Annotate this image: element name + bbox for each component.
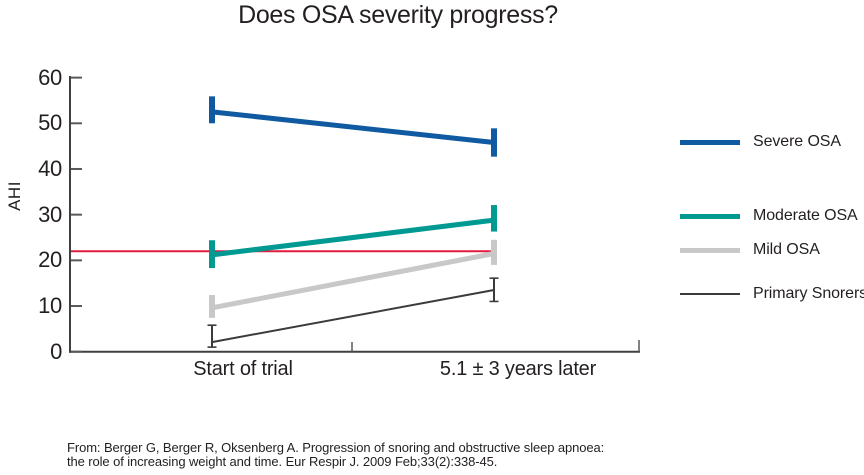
source-citation-line-1: From: Berger G, Berger R, Oksenberg A. P…: [67, 440, 605, 455]
legend-entry-severe-osa: Severe OSA: [680, 132, 841, 152]
chart-title: Does OSA severity progress?: [238, 1, 558, 29]
legend-line-severe-osa: [680, 139, 740, 145]
legend-line-mild-osa: [680, 247, 740, 253]
legend-entry-mild-osa: Mild OSA: [680, 240, 820, 260]
legend-label-mild-osa: Mild OSA: [753, 241, 820, 258]
y-tick-label: 10: [38, 293, 62, 319]
y-tick-label: 0: [50, 338, 62, 364]
legend-label-primary-snorers: Primary Snorers: [753, 285, 864, 302]
x-axis-label-years-later: 5.1 ± 3 years later: [439, 358, 597, 380]
y-tick-label: 30: [38, 201, 62, 227]
x-axis-label-start-of-trial: Start of trial: [193, 358, 293, 380]
y-tick-label: 20: [38, 247, 62, 273]
source-citation-line-2: the role of increasing weight and time. …: [67, 453, 498, 469]
series-line: [211, 251, 495, 311]
y-tick-label: 40: [38, 155, 62, 181]
legend-entry-primary-snorers: Primary Snorers: [680, 284, 864, 304]
legend-entry-moderate-osa: Moderate OSA: [680, 206, 858, 226]
series-line: [211, 217, 495, 258]
series-line: [211, 289, 495, 344]
legend-line-moderate-osa: [680, 213, 740, 219]
y-tick-label: 60: [38, 64, 62, 90]
series-line: [211, 109, 495, 145]
legend-label-moderate-osa: Moderate OSA: [753, 207, 858, 224]
legend-line-primary-snorers: [680, 293, 740, 295]
legend-label-severe-osa: Severe OSA: [753, 133, 841, 150]
y-tick-label: 50: [38, 110, 62, 136]
source-citation: From: Berger G, Berger R, Oksenberg A. P…: [67, 441, 604, 468]
